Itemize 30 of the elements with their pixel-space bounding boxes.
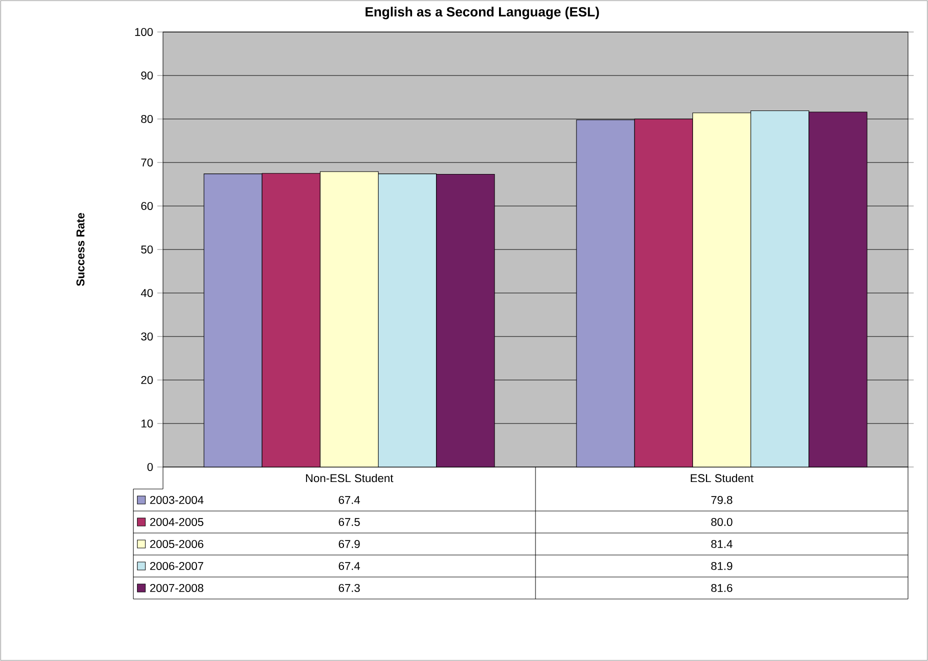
data-label: 79.8 [711, 496, 732, 504]
y-tick-label: 0 [147, 462, 153, 472]
legend-label: 2005-2006 [150, 540, 204, 548]
y-tick-label: 90 [141, 71, 153, 80]
y-tick-label: 80 [141, 114, 153, 123]
data-label: 67.4 [338, 562, 360, 570]
data-label: 67.5 [338, 518, 360, 526]
data-label: 67.9 [338, 540, 360, 548]
data-label: 81.4 [711, 540, 732, 548]
data-label: 80.0 [711, 518, 732, 526]
y-tick-label: 70 [141, 158, 153, 167]
data-label: 67.4 [338, 496, 360, 504]
y-tick-label: 30 [141, 332, 153, 341]
y-tick-label: 60 [141, 202, 153, 210]
y-axis-title: Success Rate [76, 213, 84, 286]
legend-label: 2004-2005 [150, 518, 204, 526]
data-label: 81.9 [711, 562, 732, 570]
x-tick-label: Non-ESL Student [306, 474, 394, 482]
y-tick-label: 20 [141, 376, 153, 384]
y-tick-label: 40 [140, 288, 153, 298]
y-tick-label: 10 [142, 419, 153, 428]
legend-label: 2003-2004 [150, 496, 204, 504]
x-tick-label: ESL Student [690, 474, 754, 482]
chart-title: English as a Second Language (ESL) [366, 6, 599, 20]
legend-label: 2007-2008 [150, 584, 204, 592]
data-label: 81.6 [711, 584, 732, 592]
data-label: 67.3 [338, 584, 360, 592]
y-tick-label: 50 [141, 245, 153, 254]
legend-label: 2006-2007 [150, 562, 204, 570]
y-tick-label: 100 [135, 28, 153, 36]
